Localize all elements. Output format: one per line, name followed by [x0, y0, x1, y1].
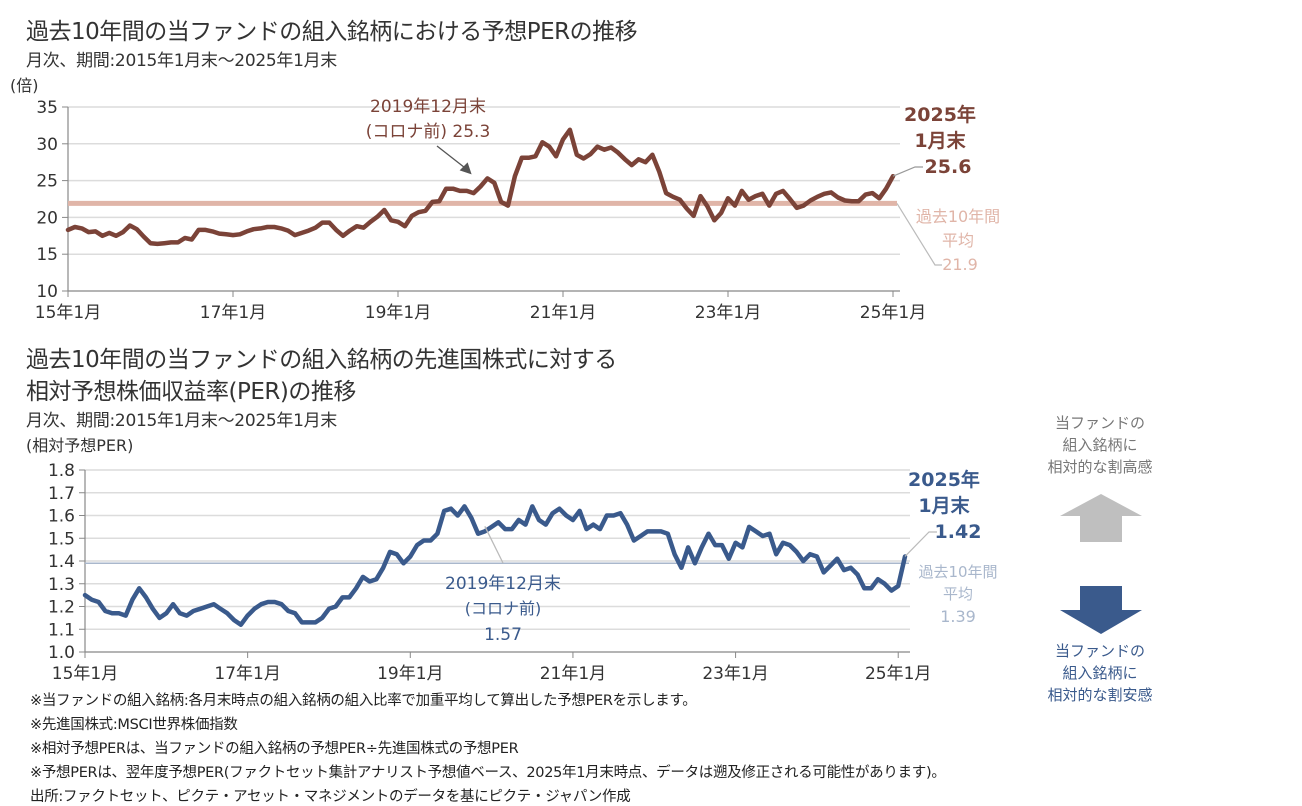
x-tick-label: 21年1月: [540, 664, 606, 684]
x-tick-label: 17年1月: [214, 664, 280, 684]
note-3: ※相対予想PERは、当ファンドの組入銘柄の予想PER÷先進国株式の予想PER: [30, 741, 519, 757]
annotation-2019-line2: (コロナ前) 25.3: [366, 122, 491, 142]
annotation-2019-value: 1.57: [484, 625, 522, 645]
x-tick-label: 25年1月: [860, 303, 926, 323]
note-5: 出所:ファクトセット、ピクテ・アセット・マネジメントのデータを基にピクテ・ジャパ…: [30, 789, 631, 805]
chart2-title-line1: 過去10年間の当ファンドの組入銘柄の先進国株式に対する: [26, 347, 617, 373]
series-line: [65, 127, 896, 247]
chart1-subtitle: 月次、期間:2015年1月末〜2025年1月末: [26, 51, 337, 71]
chart1-title: 過去10年間の当ファンドの組入銘柄における予想PERの推移: [26, 19, 638, 45]
x-tick-label: 19年1月: [365, 303, 431, 323]
y-tick-label: 1.3: [48, 575, 75, 595]
legend-down-line1: 当ファンドの: [1054, 642, 1145, 660]
average-label-value: 1.39: [940, 607, 976, 626]
x-tick-label: 23年1月: [695, 303, 761, 323]
y-tick-label: 20: [36, 208, 58, 228]
legend-up-line1: 当ファンドの: [1054, 414, 1145, 432]
annotation-latest-leader: [904, 531, 937, 557]
legend-down-line3: 相対的な割安感: [1047, 686, 1153, 704]
annotation-2019-line1: 2019年12月末: [370, 97, 486, 117]
y-tick-label: 1.6: [48, 507, 75, 527]
y-tick-label: 1.4: [48, 552, 75, 572]
annotation-latest-line1: 2025年: [904, 103, 976, 126]
annotation-latest-line2: 1月末: [918, 494, 970, 517]
average-label-line1: 過去10年間: [916, 207, 1000, 226]
x-tick-label: 23年1月: [702, 664, 768, 684]
legend-up-line2: 組入銘柄に: [1062, 436, 1138, 454]
average-label-line2: 平均: [942, 231, 974, 250]
chart2-title-line2: 相対予想株価収益率(PER)の推移: [26, 379, 356, 405]
annotation-2019-arrow: [436, 145, 467, 169]
chart1-y-unit: (倍): [10, 76, 39, 95]
arrow-down-icon: [1060, 586, 1142, 634]
annotation-2019-line1: 2019年12月末: [445, 574, 561, 594]
annotation-latest-line2: 1月末: [914, 129, 966, 152]
annotation-latest-value: 1.42: [935, 521, 982, 543]
average-leader: [896, 203, 942, 266]
y-tick-label: 15: [36, 245, 58, 265]
x-tick-label: 21年1月: [530, 303, 596, 323]
y-tick-label: 10: [36, 282, 58, 302]
x-tick-label: 19年1月: [377, 664, 443, 684]
y-tick-label: 1.1: [48, 620, 75, 640]
arrowhead-icon: [459, 162, 472, 175]
annotation-latest-leader: [892, 166, 923, 177]
y-tick-label: 1.7: [48, 484, 75, 504]
note-4: ※予想PERは、翌年度予想PER(ファクトセット集計アナリスト予想値ベース、20…: [30, 765, 946, 781]
y-tick-label: 1.0: [48, 643, 75, 663]
note-1: ※当ファンドの組入銘柄:各月末時点の組入銘柄の組入比率で加重平均して算出した予想…: [30, 693, 697, 709]
average-label-line2: 平均: [943, 585, 973, 603]
note-2: ※先進国株式:MSCI世界株価指数: [30, 717, 238, 733]
annotation-2019-leader: [484, 526, 504, 564]
average-label-line1: 過去10年間: [918, 563, 997, 581]
y-tick-label: 25: [36, 172, 58, 192]
arrow-up-icon: [1060, 494, 1142, 542]
y-tick-label: 35: [36, 98, 58, 118]
y-tick-label: 1.5: [48, 529, 75, 549]
y-tick-label: 30: [36, 135, 58, 155]
x-tick-label: 15年1月: [52, 664, 118, 684]
x-tick-label: 17年1月: [200, 303, 266, 323]
x-tick-label: 15年1月: [35, 303, 101, 323]
average-label-value: 21.9: [942, 255, 978, 274]
annotation-2019-line2: (コロナ前): [465, 599, 542, 618]
legend-up-line3: 相対的な割高感: [1047, 458, 1153, 476]
series-line: [82, 504, 908, 627]
annotation-latest-value: 25.6: [925, 156, 972, 178]
x-tick-label: 25年1月: [865, 664, 931, 684]
y-tick-label: 1.2: [48, 598, 75, 618]
legend-down-text: 当ファンドの 組入銘柄に 相対的な割安感: [1010, 640, 1190, 706]
chart2-subtitle: 月次、期間:2015年1月末〜2025年1月末: [26, 411, 337, 431]
legend-up-text: 当ファンドの 組入銘柄に 相対的な割高感: [1010, 412, 1190, 478]
legend-down-line2: 組入銘柄に: [1062, 664, 1138, 682]
chart2-y-unit: (相対予想PER): [26, 436, 134, 455]
annotation-latest-line1: 2025年: [908, 468, 980, 491]
y-tick-label: 1.8: [48, 461, 75, 481]
